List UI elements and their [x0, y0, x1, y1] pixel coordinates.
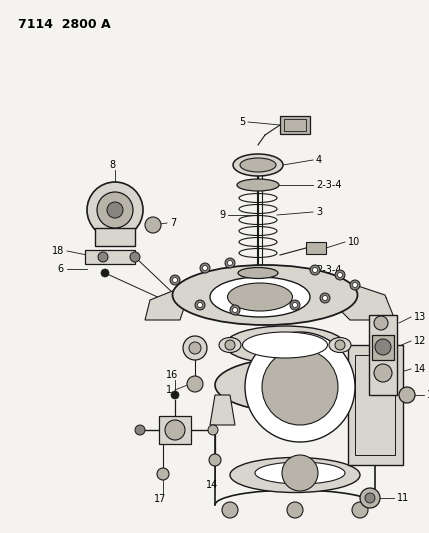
Bar — [306, 242, 326, 254]
Circle shape — [209, 454, 221, 466]
Circle shape — [310, 265, 320, 275]
Ellipse shape — [240, 158, 276, 172]
Circle shape — [365, 493, 375, 503]
Circle shape — [165, 420, 185, 440]
Circle shape — [197, 303, 202, 308]
Circle shape — [157, 468, 169, 480]
Circle shape — [187, 376, 203, 392]
Text: 2-3-4: 2-3-4 — [316, 180, 341, 190]
Circle shape — [98, 252, 108, 262]
Circle shape — [245, 332, 355, 442]
Text: 11: 11 — [378, 297, 390, 307]
Ellipse shape — [233, 154, 283, 176]
Ellipse shape — [238, 268, 278, 279]
Circle shape — [230, 305, 240, 315]
Bar — [159, 416, 191, 444]
Circle shape — [171, 391, 179, 399]
Circle shape — [335, 270, 345, 280]
Circle shape — [287, 502, 303, 518]
Text: 8: 8 — [109, 160, 115, 170]
Text: 2-3-4: 2-3-4 — [316, 265, 341, 275]
Text: 16: 16 — [166, 370, 178, 380]
Text: 4: 4 — [316, 155, 322, 165]
Bar — [347, 345, 402, 465]
Circle shape — [352, 502, 368, 518]
Text: 18: 18 — [52, 246, 64, 256]
Circle shape — [374, 364, 392, 382]
Circle shape — [101, 269, 109, 277]
Ellipse shape — [172, 265, 357, 325]
Text: 7: 7 — [170, 218, 176, 228]
Circle shape — [170, 275, 180, 285]
Circle shape — [233, 308, 238, 312]
Circle shape — [87, 182, 143, 238]
Circle shape — [208, 425, 218, 435]
Text: 13: 13 — [414, 312, 426, 322]
Circle shape — [225, 340, 235, 350]
Text: 15: 15 — [427, 390, 429, 400]
Bar — [355, 355, 395, 455]
Text: 17: 17 — [154, 494, 166, 504]
Text: 6: 6 — [58, 264, 64, 274]
Bar — [280, 116, 310, 134]
Bar — [372, 335, 394, 359]
Polygon shape — [210, 395, 235, 425]
Circle shape — [145, 217, 161, 233]
Bar — [284, 119, 306, 131]
Circle shape — [225, 258, 235, 268]
Circle shape — [323, 295, 327, 301]
Circle shape — [189, 342, 201, 354]
Ellipse shape — [227, 283, 293, 311]
Text: 9: 9 — [219, 210, 225, 220]
Text: 11: 11 — [397, 493, 409, 503]
Text: 10: 10 — [348, 237, 360, 247]
Circle shape — [262, 349, 338, 425]
Text: 14: 14 — [414, 364, 426, 374]
Circle shape — [172, 278, 178, 282]
Circle shape — [293, 303, 297, 308]
Ellipse shape — [210, 277, 310, 317]
Bar — [369, 315, 397, 395]
Ellipse shape — [230, 457, 360, 492]
Circle shape — [227, 261, 233, 265]
Circle shape — [282, 455, 318, 491]
Circle shape — [97, 192, 133, 228]
Circle shape — [353, 282, 357, 287]
Circle shape — [107, 202, 123, 218]
Circle shape — [290, 300, 300, 310]
Circle shape — [350, 280, 360, 290]
Ellipse shape — [215, 358, 375, 413]
Circle shape — [374, 316, 388, 330]
Ellipse shape — [255, 462, 345, 484]
Ellipse shape — [242, 332, 327, 358]
Circle shape — [312, 268, 317, 272]
Text: 12: 12 — [414, 336, 426, 346]
Text: 7114  2800 A: 7114 2800 A — [18, 18, 111, 31]
Circle shape — [202, 265, 208, 271]
Circle shape — [183, 336, 207, 360]
Polygon shape — [340, 280, 395, 320]
Ellipse shape — [225, 326, 345, 364]
Text: 1: 1 — [166, 385, 172, 395]
Ellipse shape — [329, 337, 351, 352]
Text: 5: 5 — [239, 117, 245, 127]
Text: 14: 14 — [206, 480, 218, 490]
Circle shape — [222, 502, 238, 518]
Polygon shape — [145, 290, 185, 320]
Circle shape — [338, 272, 342, 278]
Circle shape — [135, 425, 145, 435]
Circle shape — [360, 488, 380, 508]
Ellipse shape — [237, 179, 279, 191]
Circle shape — [130, 252, 140, 262]
Circle shape — [320, 293, 330, 303]
Text: 3: 3 — [316, 207, 322, 217]
Bar — [85, 250, 135, 264]
Circle shape — [375, 339, 391, 355]
Circle shape — [399, 387, 415, 403]
Circle shape — [335, 340, 345, 350]
Bar — [95, 228, 135, 246]
Circle shape — [195, 300, 205, 310]
Circle shape — [200, 263, 210, 273]
Ellipse shape — [219, 337, 241, 352]
